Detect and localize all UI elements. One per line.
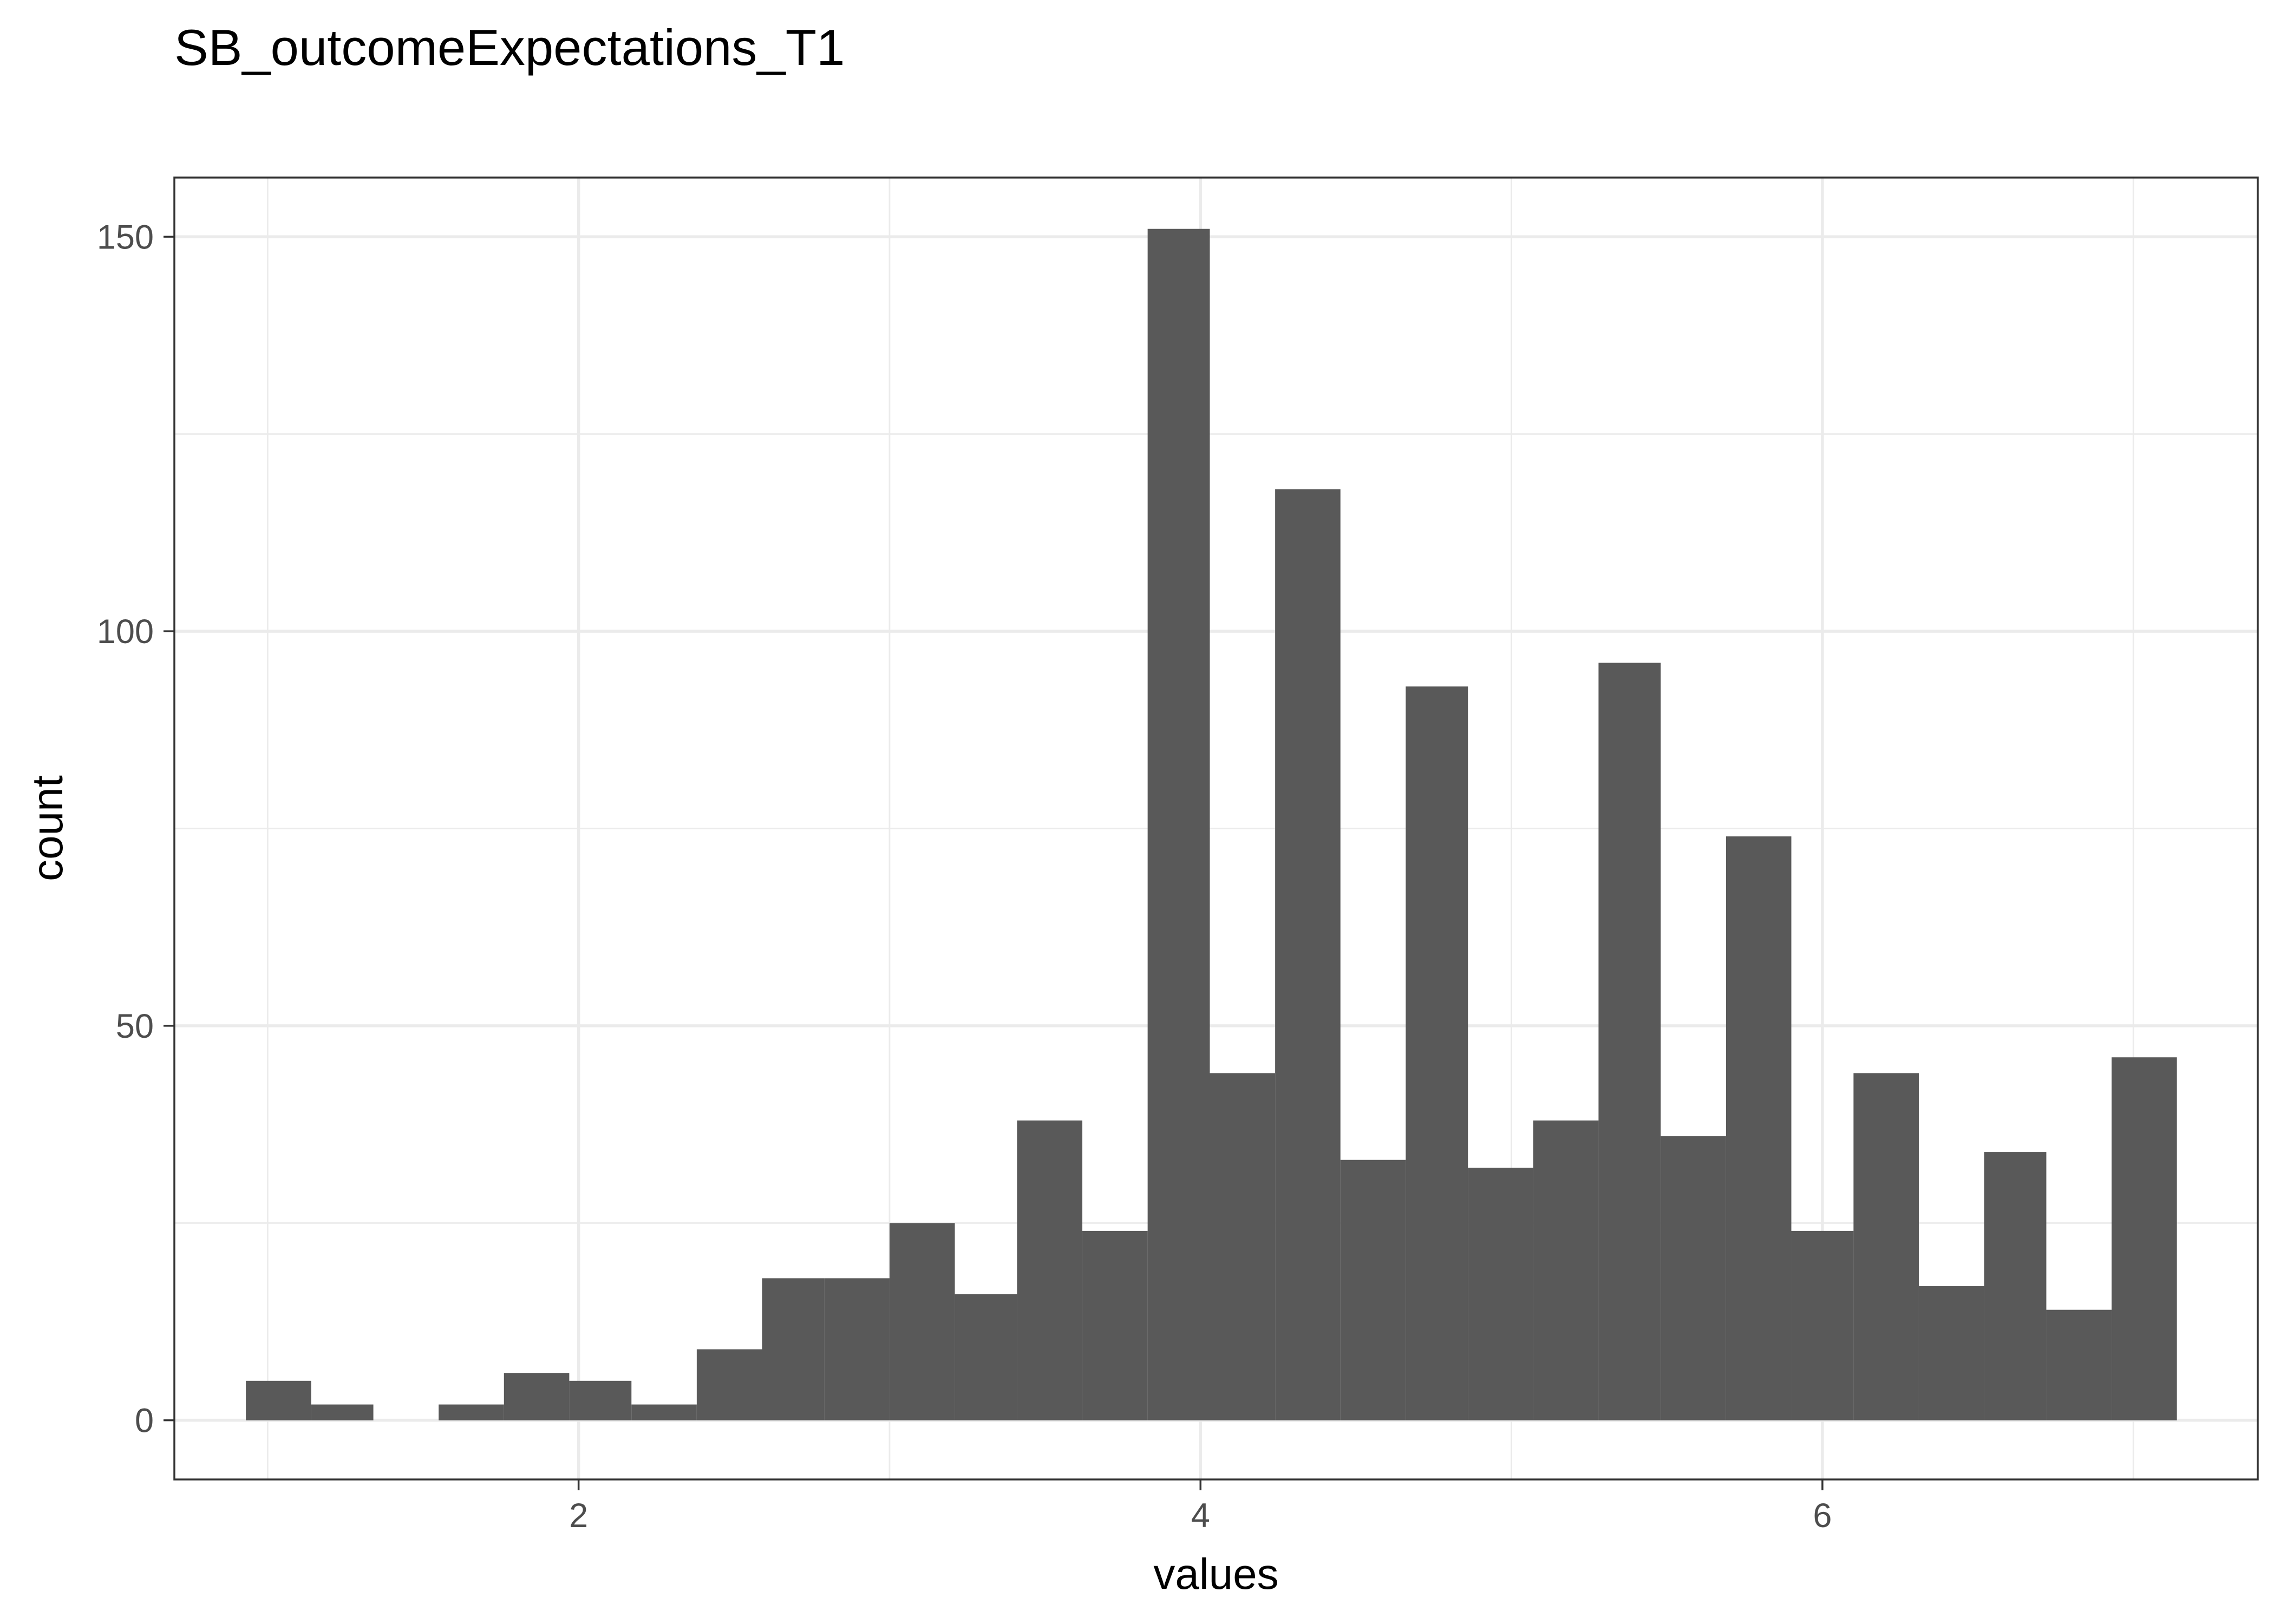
histogram-bar	[1533, 1120, 1599, 1420]
histogram-bar	[1661, 1136, 1726, 1420]
histogram-bar	[1853, 1073, 1919, 1420]
histogram-bar	[1406, 686, 1468, 1420]
histogram-bar	[311, 1404, 374, 1420]
y-axis-title: count	[23, 775, 71, 881]
y-tick-label: 100	[97, 613, 154, 651]
y-tick-label: 0	[135, 1402, 154, 1440]
y-axis: 0 50 100 150	[97, 218, 174, 1440]
histogram-bar	[1340, 1160, 1406, 1420]
histogram-bar	[2046, 1309, 2112, 1420]
histogram-bar	[439, 1404, 504, 1420]
histogram-bar	[504, 1373, 570, 1420]
histogram-bar	[1726, 836, 1792, 1420]
histogram-bar	[1210, 1073, 1276, 1420]
histogram-bar	[1082, 1230, 1148, 1420]
x-axis: 2 4 6	[569, 1479, 1832, 1535]
histogram-bar	[631, 1404, 697, 1420]
chart-title: SB_outcomeExpectations_T1	[174, 19, 845, 76]
histogram-bar	[824, 1278, 890, 1420]
histogram-bars	[246, 228, 2177, 1420]
histogram-bar	[1275, 489, 1341, 1420]
histogram-bar	[569, 1380, 632, 1420]
histogram-bar	[762, 1278, 825, 1420]
histogram-bar	[2112, 1057, 2177, 1420]
histogram-bar	[246, 1380, 311, 1420]
histogram-bar	[1017, 1120, 1083, 1420]
x-tick-label: 2	[569, 1497, 588, 1535]
x-tick-label: 6	[1813, 1497, 1832, 1535]
histogram-bar	[1598, 663, 1661, 1420]
y-tick-label: 150	[97, 218, 154, 256]
histogram-bar	[889, 1223, 955, 1420]
histogram-bar	[1984, 1152, 2047, 1420]
histogram-bar	[955, 1294, 1017, 1420]
histogram-bar	[1147, 228, 1210, 1420]
histogram-bar	[696, 1349, 762, 1420]
histogram-bar	[1791, 1230, 1854, 1420]
x-tick-label: 4	[1191, 1497, 1210, 1535]
histogram-bar	[1918, 1286, 1984, 1420]
plot-panel-border	[173, 176, 2259, 1481]
y-tick-label: 50	[116, 1007, 154, 1045]
x-axis-title: values	[1153, 1550, 1278, 1598]
histogram-bar	[1468, 1168, 1533, 1420]
